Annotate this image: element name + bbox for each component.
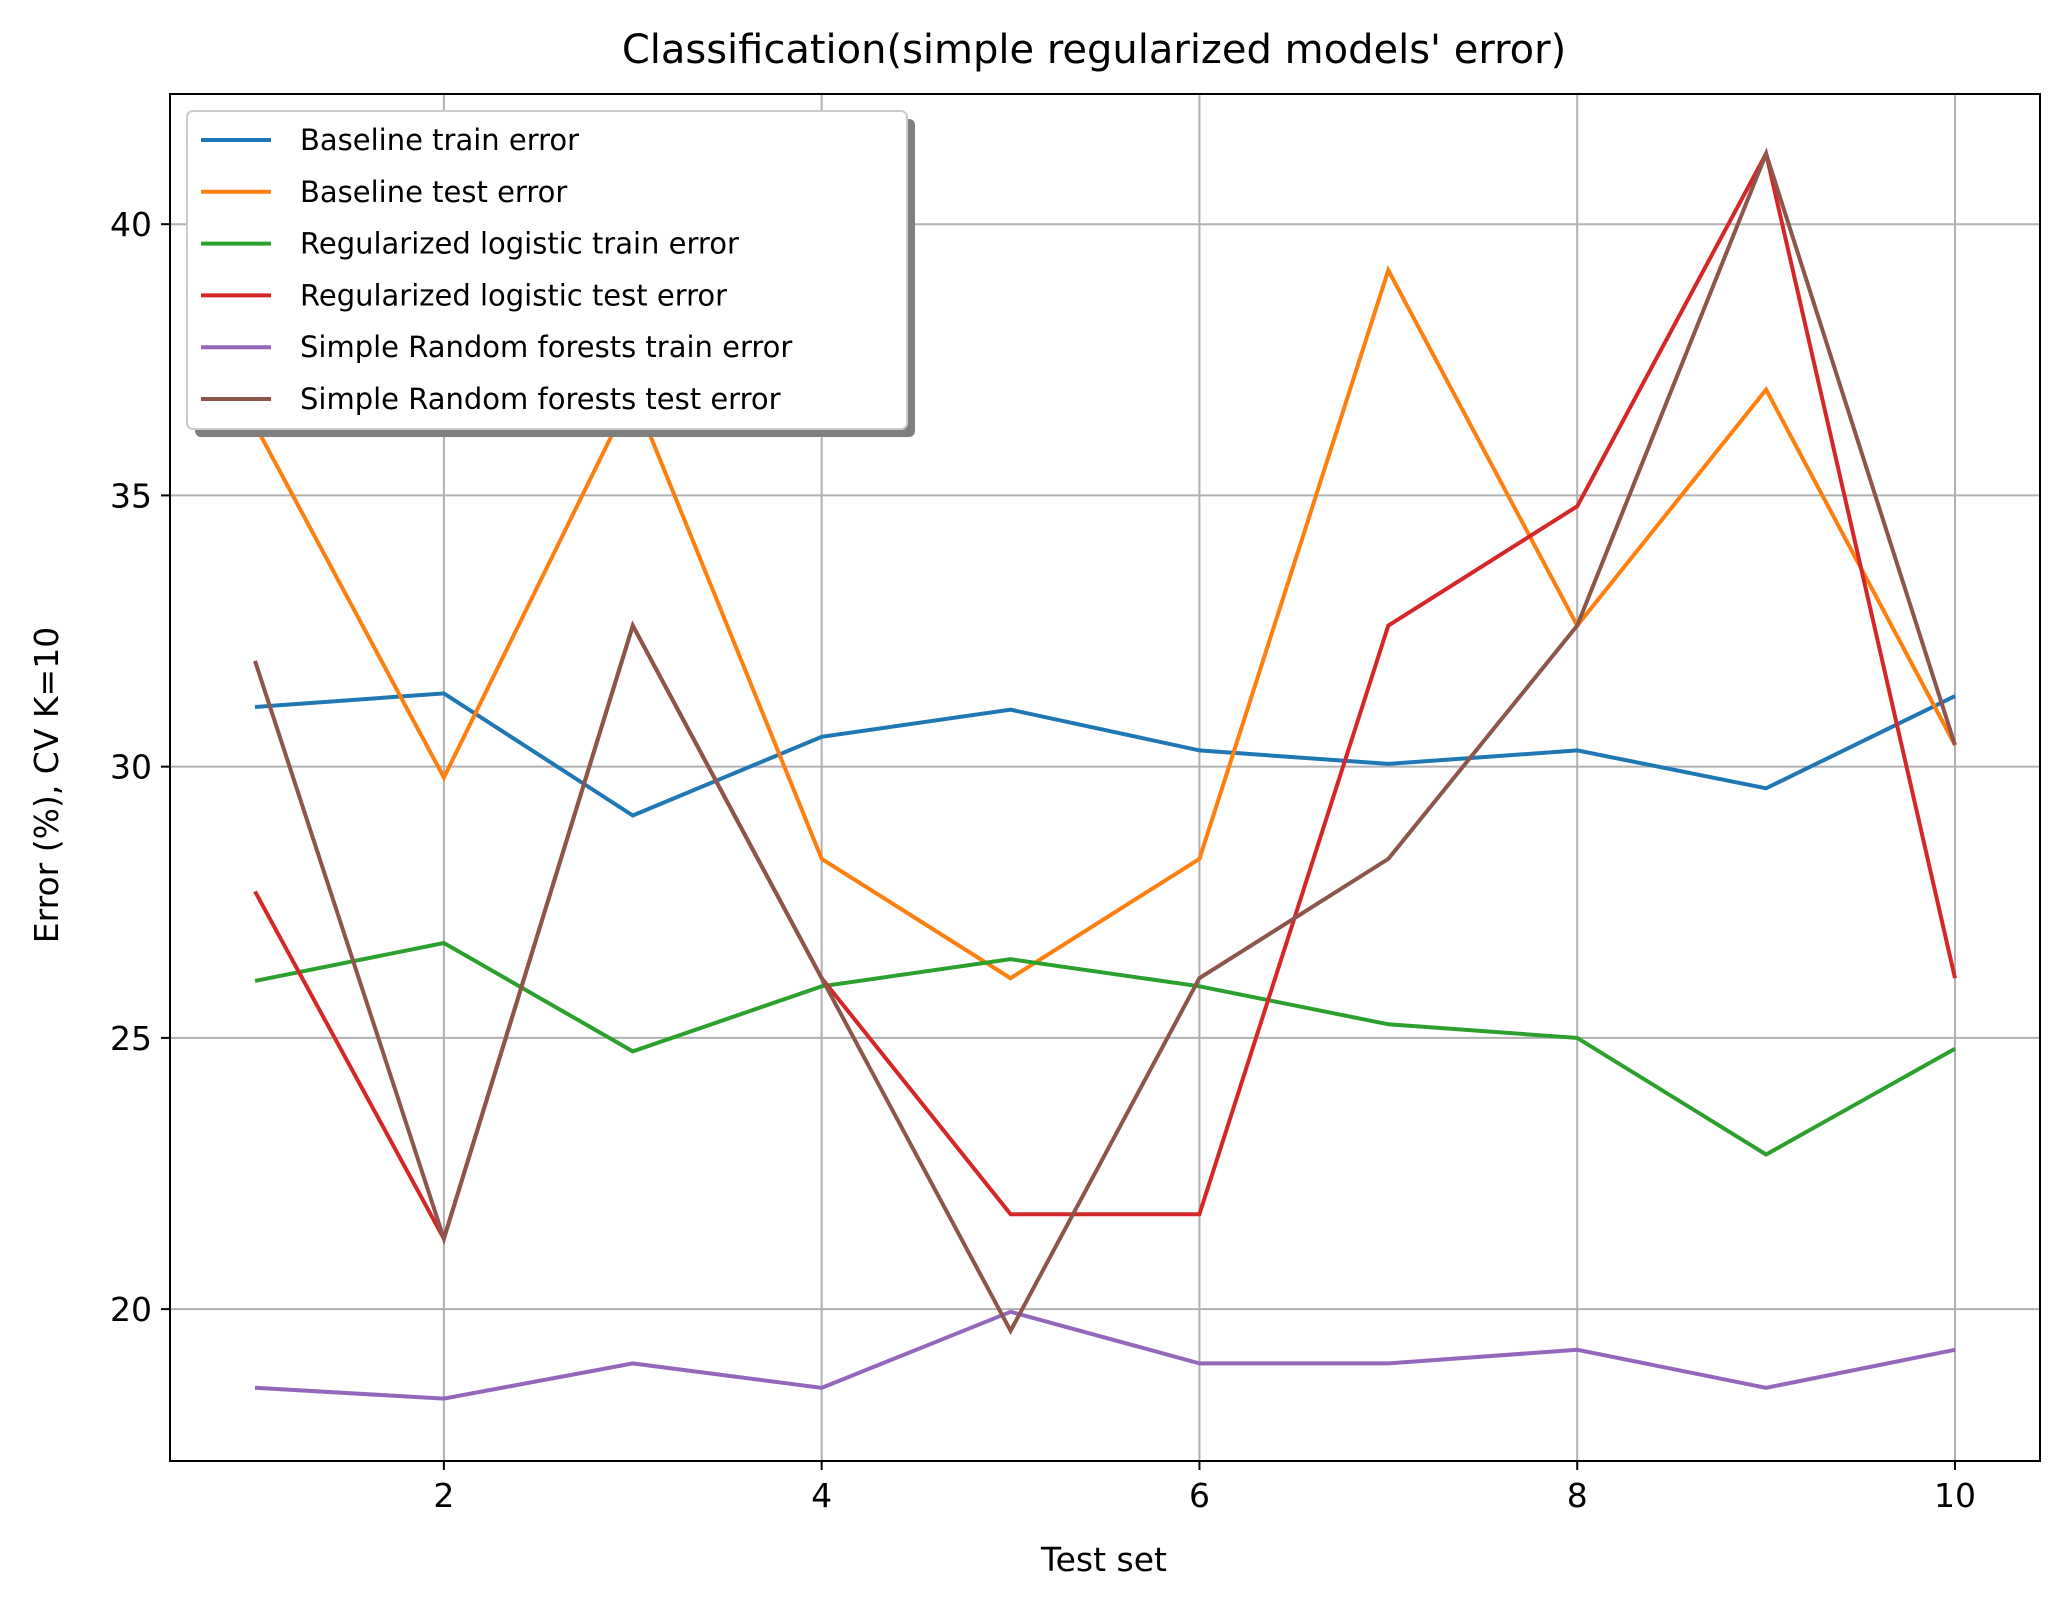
series-line-1 bbox=[254, 691, 1956, 818]
y-axis-label: Error (%), CV K=10 bbox=[27, 627, 66, 943]
x-tick-label: 8 bbox=[1567, 1476, 1588, 1515]
x-tick-label: 10 bbox=[1934, 1476, 1976, 1515]
legend-label: Baseline test error bbox=[300, 175, 567, 209]
y-tick-label: 35 bbox=[110, 476, 152, 515]
chart-title: Classification(simple regularized models… bbox=[622, 27, 1566, 73]
x-tick-label: 2 bbox=[433, 1476, 454, 1515]
legend-box bbox=[186, 110, 908, 430]
x-axis-label: Test set bbox=[1040, 1540, 1167, 1579]
y-tick-label: 40 bbox=[110, 205, 152, 244]
x-tick-label: 4 bbox=[811, 1476, 832, 1515]
plot-frame bbox=[169, 93, 2041, 1462]
series-line-6 bbox=[253, 147, 1957, 1336]
series-layer bbox=[253, 147, 1957, 1401]
legend-label: Simple Random forests test error bbox=[300, 382, 781, 416]
series-line-3 bbox=[254, 940, 1956, 1157]
series-line-5 bbox=[254, 1309, 1956, 1401]
y-tick-label: 25 bbox=[110, 1019, 152, 1058]
legend-label: Regularized logistic train error bbox=[300, 227, 739, 261]
x-tick-label: 6 bbox=[1189, 1476, 1210, 1515]
legend-label: Regularized logistic test error bbox=[300, 278, 727, 312]
legend: Baseline train error Baseline test error R… bbox=[186, 110, 915, 437]
y-axis-ticks: 20 25 30 35 40 bbox=[110, 205, 170, 1329]
legend-label: Baseline train error bbox=[300, 123, 579, 157]
y-tick-label: 20 bbox=[110, 1290, 152, 1329]
x-axis-ticks: 2 4 6 8 10 bbox=[433, 1461, 1976, 1515]
legend-label: Simple Random forests train error bbox=[300, 330, 792, 364]
y-tick-label: 30 bbox=[110, 748, 152, 787]
series-line-2 bbox=[253, 265, 1957, 981]
